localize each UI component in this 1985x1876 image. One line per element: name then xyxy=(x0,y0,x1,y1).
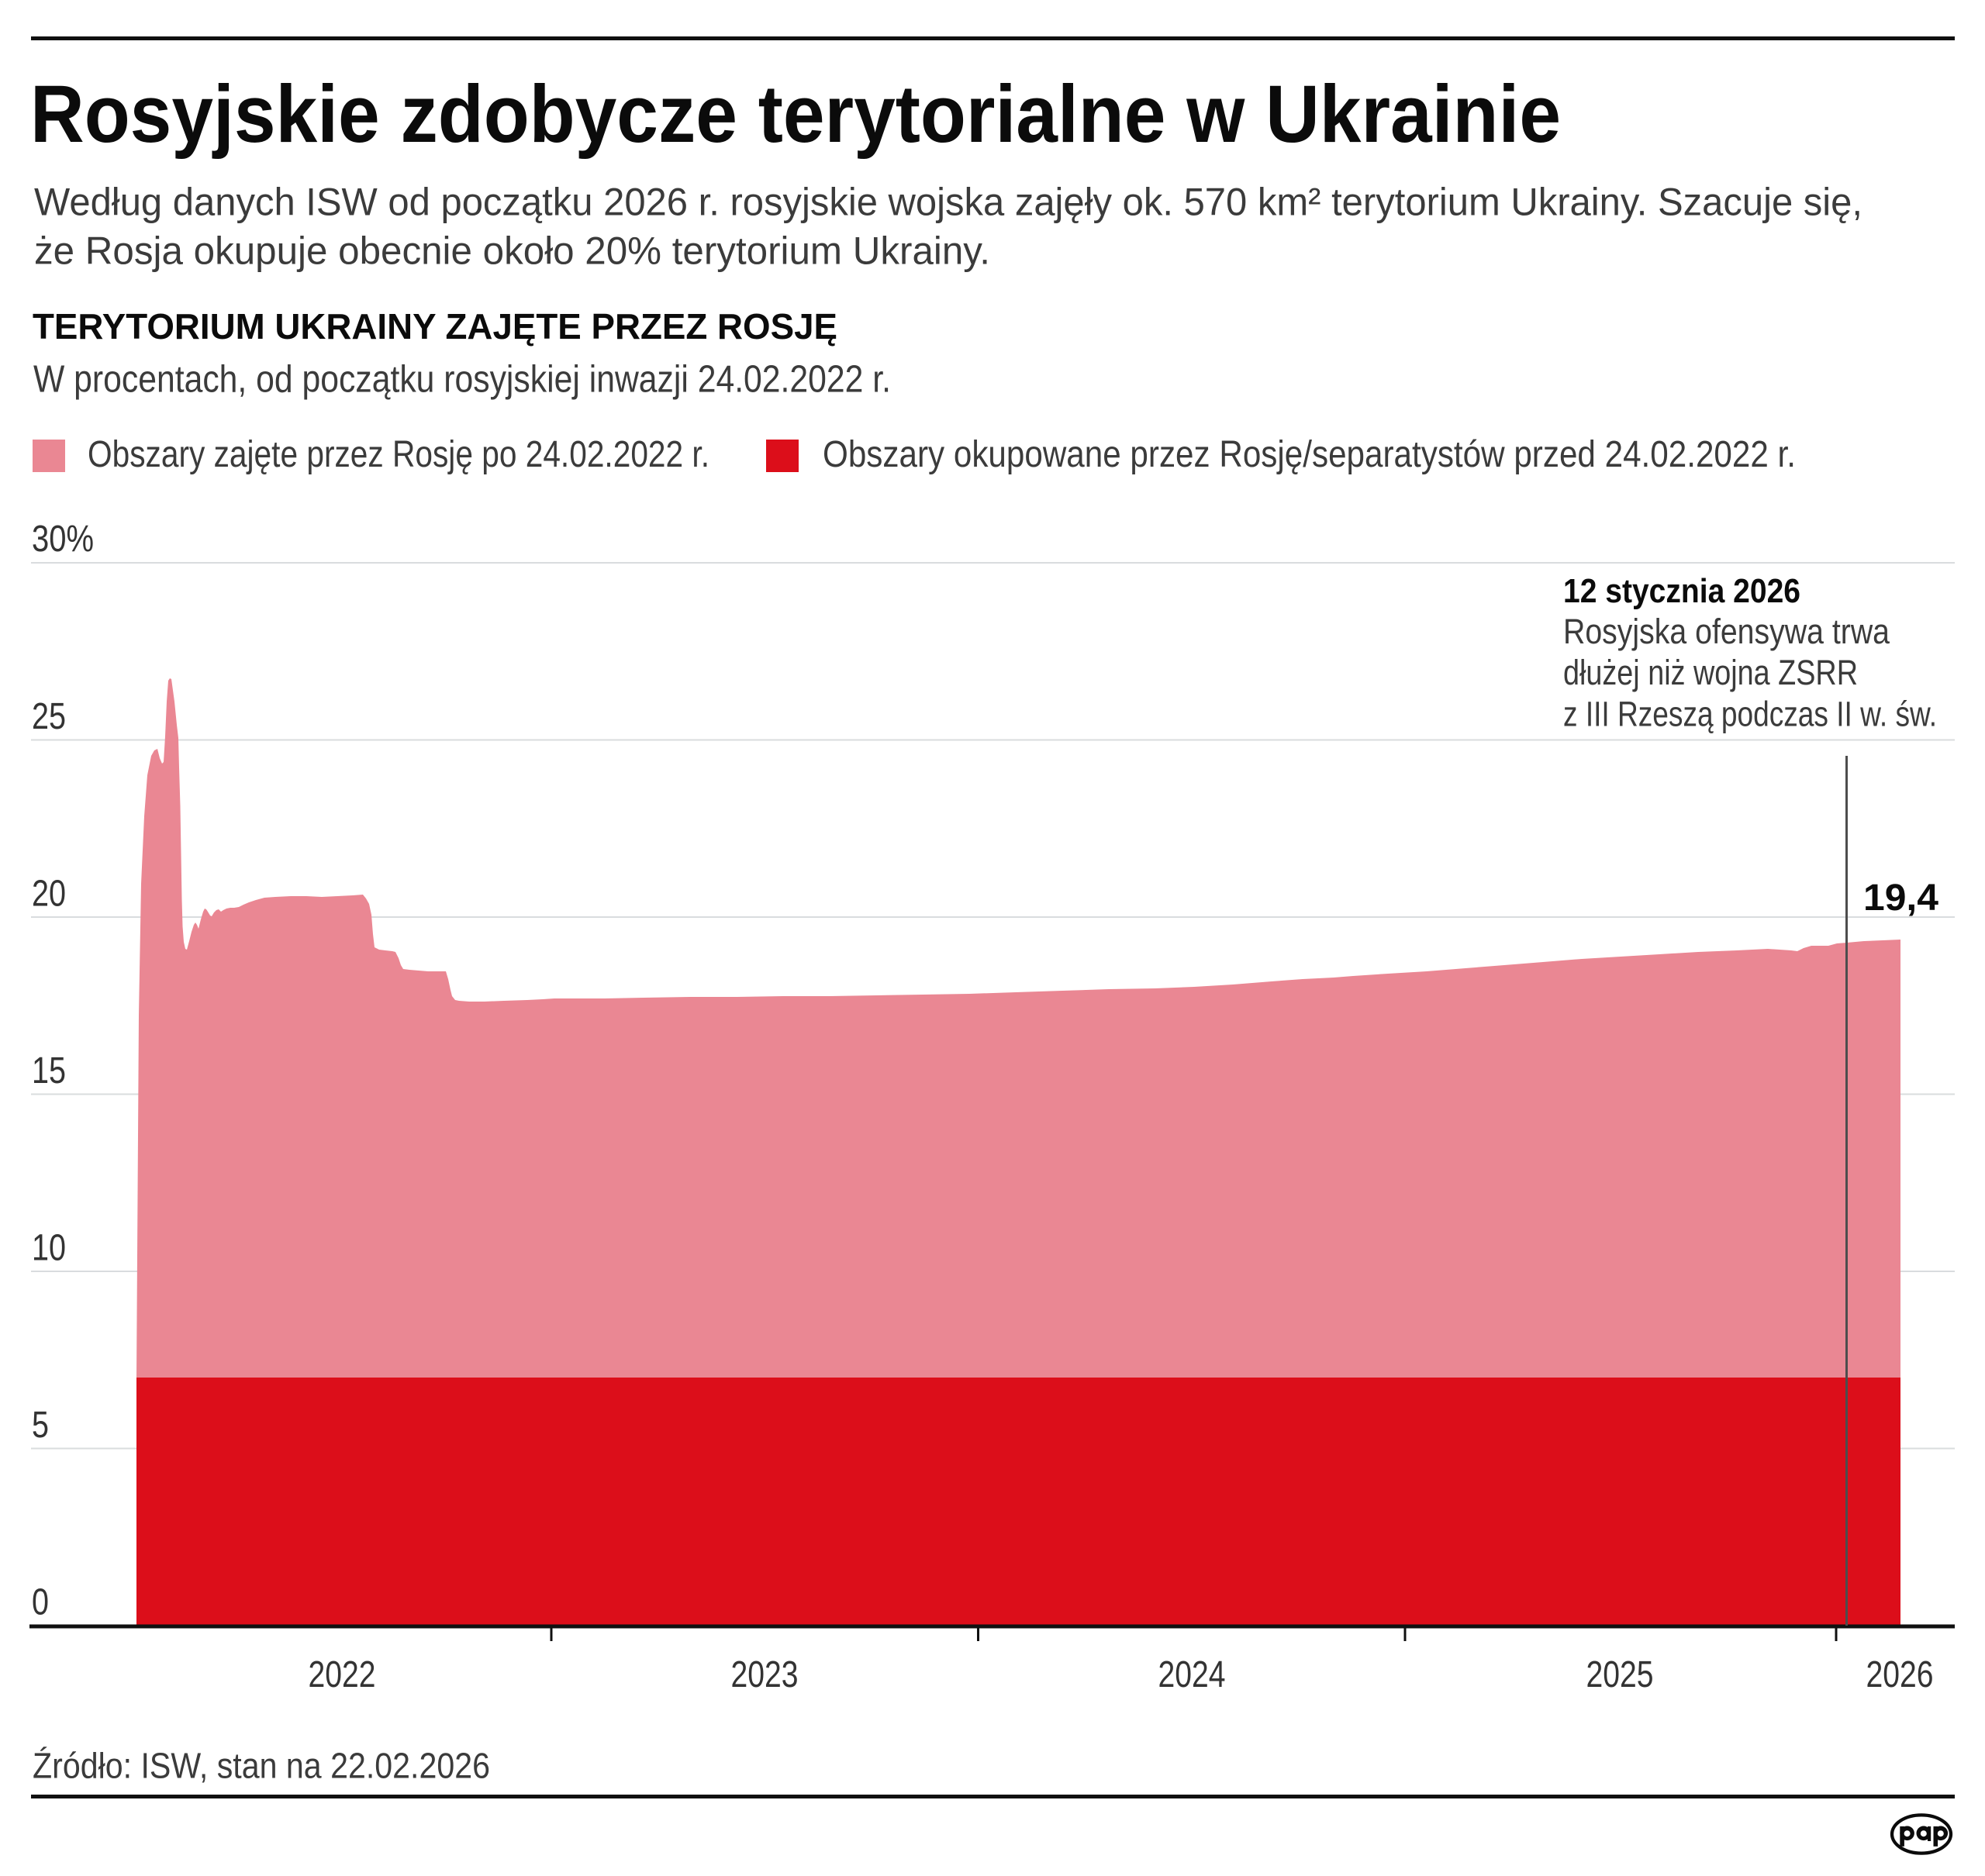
svg-text:30%: 30% xyxy=(32,519,94,560)
svg-text:W procentach, od początku rosy: W procentach, od początku rosyjskiej inw… xyxy=(33,359,891,401)
svg-text:25: 25 xyxy=(32,696,66,737)
svg-text:2024: 2024 xyxy=(1158,1654,1226,1695)
svg-text:2025: 2025 xyxy=(1586,1654,1654,1695)
svg-text:dłużej niż wojna ZSRR: dłużej niż wojna ZSRR xyxy=(1563,653,1858,692)
svg-text:2023: 2023 xyxy=(731,1654,799,1695)
svg-text:5: 5 xyxy=(32,1405,49,1446)
svg-text:0: 0 xyxy=(32,1582,49,1623)
svg-text:z III Rzeszą podczas II w. św.: z III Rzeszą podczas II w. św. xyxy=(1563,695,1937,734)
svg-text:że Rosja okupuje obecnie około: że Rosja okupuje obecnie około 20% teryt… xyxy=(34,229,990,273)
svg-text:19,4: 19,4 xyxy=(1863,878,1938,919)
svg-text:15: 15 xyxy=(32,1050,66,1091)
svg-text:20: 20 xyxy=(32,874,66,915)
svg-text:2022: 2022 xyxy=(309,1654,376,1695)
svg-text:Źródło: ISW, stan na 22.02.202: Źródło: ISW, stan na 22.02.2026 xyxy=(33,1746,490,1786)
svg-text:Rosyjska ofensywa trwa: Rosyjska ofensywa trwa xyxy=(1563,612,1890,651)
svg-text:2026: 2026 xyxy=(1866,1654,1934,1695)
svg-text:Obszary zajęte przez Rosję po: Obszary zajęte przez Rosję po 24.02.2022… xyxy=(88,434,709,475)
svg-text:Rosyjskie zdobycze terytorialn: Rosyjskie zdobycze terytorialne w Ukrain… xyxy=(30,69,1561,160)
svg-text:10: 10 xyxy=(32,1228,66,1269)
svg-text:TERYTORIUM UKRAINY ZAJĘTE PRZE: TERYTORIUM UKRAINY ZAJĘTE PRZEZ ROSJĘ xyxy=(33,306,837,347)
svg-text:Według danych ISW od początku: Według danych ISW od początku 2026 r. ro… xyxy=(34,181,1862,224)
svg-text:Obszary okupowane przez Rosję/: Obszary okupowane przez Rosję/separatyst… xyxy=(823,434,1796,475)
svg-text:12 stycznia 2026: 12 stycznia 2026 xyxy=(1563,572,1800,610)
